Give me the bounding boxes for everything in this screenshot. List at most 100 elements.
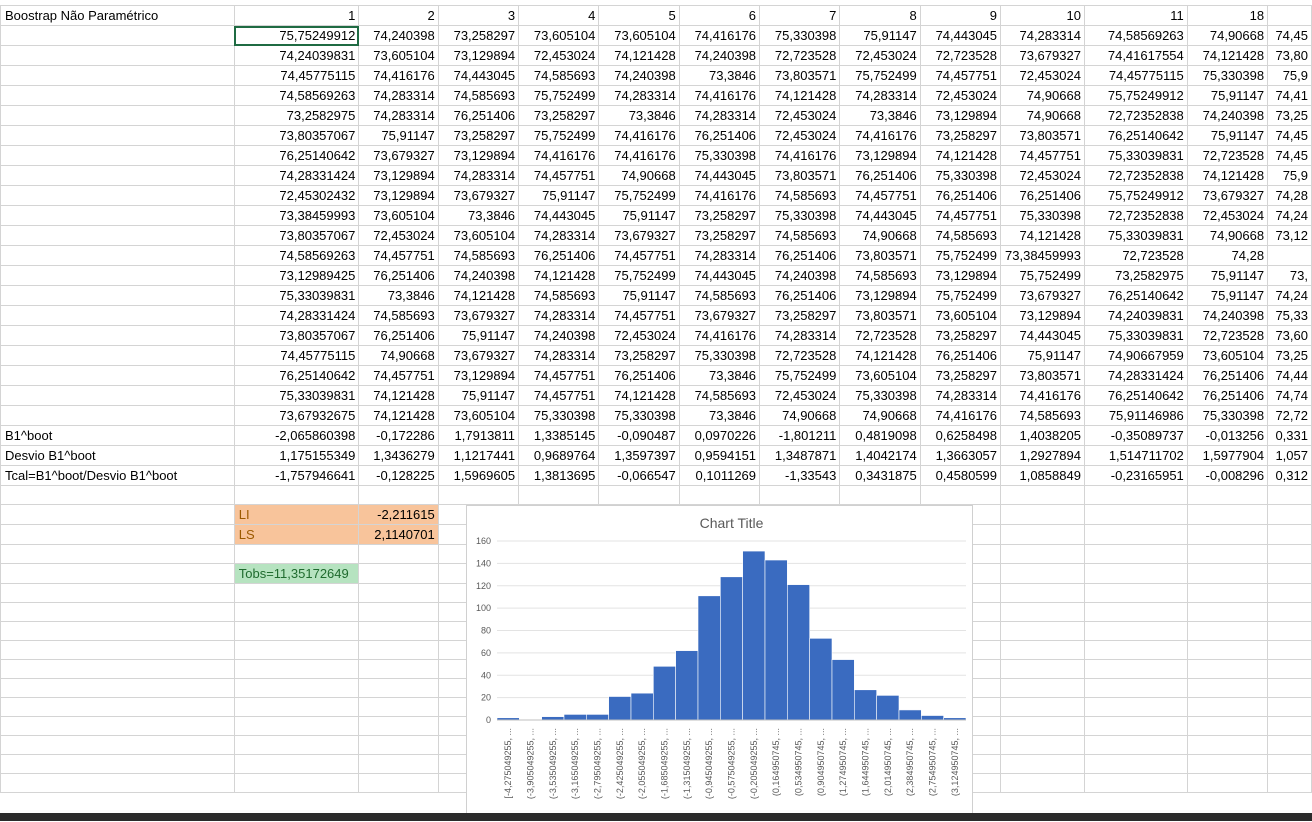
data-cell[interactable]: 75,75249912 (1083, 185, 1188, 206)
row-label-cell[interactable] (0, 325, 235, 346)
empty-cell[interactable] (358, 583, 439, 603)
data-cell[interactable]: 74,240398 (358, 25, 439, 46)
stat-value-cell[interactable]: 1,5977904 (1186, 445, 1269, 466)
empty-cell[interactable] (1267, 640, 1312, 660)
data-cell[interactable]: 72,72 (1267, 405, 1312, 426)
data-cell[interactable]: 74,585693 (839, 265, 921, 286)
stat-value-cell[interactable]: 1,3663057 (919, 445, 1002, 466)
data-cell[interactable]: 73,679327 (1186, 185, 1269, 206)
data-cell[interactable]: 76,251406 (839, 165, 921, 186)
data-cell[interactable]: 72,723528 (759, 45, 841, 66)
data-cell[interactable]: 75,91147 (1186, 85, 1269, 106)
data-cell[interactable]: 75,33 (1267, 305, 1312, 326)
li-value-cell[interactable]: -2,211615 (358, 504, 439, 525)
data-cell[interactable]: 74,74 (1267, 385, 1312, 406)
data-cell[interactable]: 74,58569263 (233, 245, 360, 266)
data-cell[interactable]: 73,2582975 (1083, 265, 1188, 286)
data-cell[interactable]: 74,121428 (437, 285, 520, 306)
data-cell[interactable]: 74,121428 (1186, 165, 1269, 186)
empty-cell[interactable] (759, 485, 841, 505)
data-cell[interactable]: 74,457751 (1000, 145, 1085, 166)
empty-cell[interactable] (358, 754, 439, 774)
data-cell[interactable]: 73,3846 (678, 365, 761, 386)
data-cell[interactable]: 74,457751 (598, 305, 680, 326)
stat-value-cell[interactable]: 1,2927894 (1000, 445, 1085, 466)
empty-cell[interactable] (358, 563, 439, 584)
stat-value-cell[interactable]: -0,066547 (598, 465, 680, 486)
data-cell[interactable]: 75,91146986 (1083, 405, 1188, 426)
stat-value-cell[interactable]: -1,33543 (759, 465, 841, 486)
data-cell[interactable]: 74,283314 (437, 165, 520, 186)
empty-cell[interactable] (1267, 697, 1312, 717)
data-cell[interactable]: 76,251406 (358, 265, 439, 286)
data-cell[interactable]: 74,457751 (358, 245, 439, 266)
data-cell[interactable]: 73,679327 (437, 185, 520, 206)
data-cell[interactable]: 73,803571 (839, 245, 921, 266)
data-cell[interactable]: 72,72352838 (1083, 205, 1188, 226)
empty-cell[interactable] (1186, 640, 1269, 660)
empty-cell[interactable] (1267, 602, 1312, 622)
empty-cell[interactable] (1083, 602, 1188, 622)
data-cell[interactable]: 74,416176 (839, 125, 921, 146)
stat-value-cell[interactable]: 0,4819098 (839, 425, 921, 446)
row-label-cell[interactable] (0, 405, 235, 426)
data-cell[interactable]: 74,45775115 (1083, 65, 1188, 86)
stat-value-cell[interactable]: -2,065860398 (233, 425, 360, 446)
data-cell[interactable]: 73,258297 (598, 345, 680, 366)
data-cell[interactable]: 73,12989425 (233, 265, 360, 286)
stat-label-cell[interactable]: Tcal=B1^boot/Desvio B1^boot (0, 465, 235, 486)
data-cell[interactable]: 72,723528 (1186, 145, 1269, 166)
column-header-cell[interactable]: 2 (358, 5, 439, 26)
data-cell[interactable]: 73,679327 (1000, 285, 1085, 306)
empty-cell[interactable] (1000, 716, 1085, 736)
empty-cell[interactable] (1186, 754, 1269, 774)
data-cell[interactable]: 73,258297 (919, 325, 1002, 346)
empty-cell[interactable] (598, 485, 680, 505)
data-cell[interactable]: 76,251406 (759, 245, 841, 266)
data-cell[interactable]: 75,91147 (437, 325, 520, 346)
data-cell[interactable]: 75,91147 (518, 185, 600, 206)
empty-cell[interactable] (358, 544, 439, 564)
column-header-cell[interactable]: 18 (1186, 5, 1269, 26)
empty-cell[interactable] (1083, 485, 1188, 505)
data-cell[interactable]: 74,443045 (1000, 325, 1085, 346)
column-header-cell[interactable]: 6 (678, 5, 761, 26)
data-cell[interactable]: 74,283314 (919, 385, 1002, 406)
empty-cell[interactable] (1083, 773, 1188, 793)
data-cell[interactable]: 73,129894 (919, 105, 1002, 126)
data-cell[interactable]: 74,443045 (518, 205, 600, 226)
data-cell[interactable]: 73,605104 (839, 365, 921, 386)
data-cell[interactable]: 76,251406 (437, 105, 520, 126)
data-cell[interactable]: 74,90668 (598, 165, 680, 186)
data-cell[interactable]: 73,129894 (437, 145, 520, 166)
data-cell[interactable]: 74,240398 (598, 65, 680, 86)
empty-cell[interactable] (518, 485, 600, 505)
data-cell[interactable]: 74,240398 (437, 265, 520, 286)
empty-cell[interactable] (1186, 735, 1269, 755)
empty-cell[interactable] (1267, 485, 1312, 505)
data-cell[interactable]: 74,283314 (598, 85, 680, 106)
data-cell[interactable]: 72,453024 (759, 385, 841, 406)
data-cell[interactable]: 74,90668 (1186, 25, 1269, 46)
empty-cell[interactable] (1000, 678, 1085, 698)
empty-cell[interactable] (1083, 544, 1188, 564)
ls-value-cell[interactable]: 2,1140701 (358, 524, 439, 545)
empty-cell[interactable] (1000, 659, 1085, 679)
data-cell[interactable]: 74,416176 (518, 145, 600, 166)
data-cell[interactable]: 74,28 (1267, 185, 1312, 206)
data-cell[interactable]: 73,60 (1267, 325, 1312, 346)
row-label-cell[interactable] (0, 105, 235, 126)
empty-cell[interactable] (233, 544, 360, 564)
data-cell[interactable]: 74,121428 (919, 145, 1002, 166)
data-cell[interactable]: 73,80357067 (233, 125, 360, 146)
data-cell[interactable]: 74,283314 (518, 225, 600, 246)
empty-cell[interactable] (0, 640, 235, 660)
data-cell[interactable]: 74,457751 (919, 205, 1002, 226)
data-cell[interactable]: 76,251406 (919, 345, 1002, 366)
data-cell[interactable]: 74,457751 (518, 385, 600, 406)
empty-cell[interactable] (1186, 504, 1269, 525)
stat-label-cell[interactable]: Desvio B1^boot (0, 445, 235, 466)
empty-cell[interactable] (233, 583, 360, 603)
data-cell[interactable]: 72,453024 (759, 125, 841, 146)
empty-cell[interactable] (1000, 583, 1085, 603)
